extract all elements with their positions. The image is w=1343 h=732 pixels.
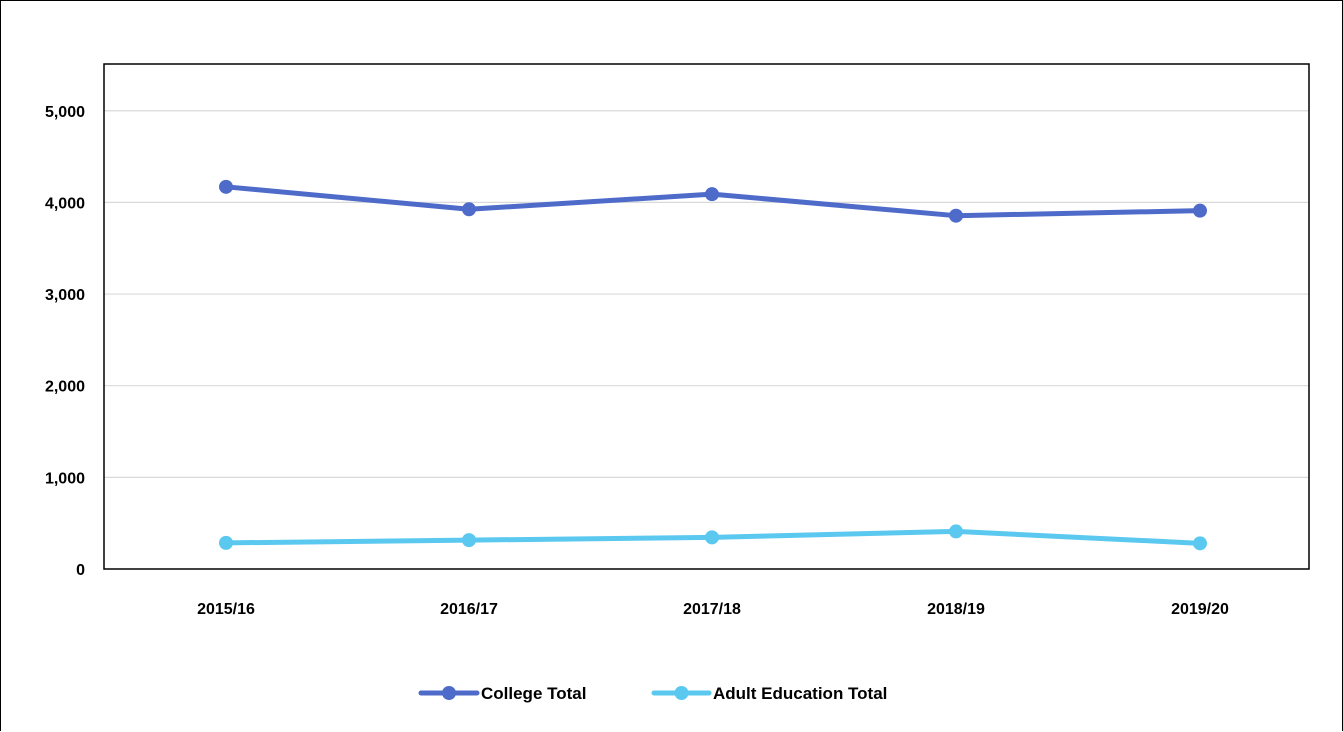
data-point — [1193, 536, 1207, 551]
y-axis-tick-labels: 0 1,000 2,000 3,000 4,000 5,000 — [45, 104, 85, 579]
y-tick-label: 5,000 — [45, 104, 85, 121]
x-tick-label: 2018/19 — [927, 601, 985, 618]
data-point — [462, 533, 476, 548]
plot-area-border — [103, 63, 1310, 570]
legend-label: College Total — [481, 684, 586, 703]
legend-marker — [674, 686, 689, 700]
y-tick-label: 1,000 — [45, 470, 85, 487]
x-tick-label: 2017/18 — [683, 601, 741, 618]
legend-label: Adult Education Total — [713, 684, 887, 703]
data-point — [462, 202, 476, 217]
gridlines — [104, 110, 1309, 478]
data-point — [705, 187, 719, 202]
y-tick-label: 0 — [76, 562, 85, 579]
series-adult-education-total — [219, 524, 1207, 551]
legend-item: College Total — [418, 684, 586, 703]
data-point — [705, 530, 719, 545]
data-point — [1193, 203, 1207, 218]
y-tick-label: 4,000 — [45, 195, 85, 212]
y-tick-label: 3,000 — [45, 287, 85, 304]
x-tick-label: 2019/20 — [1171, 601, 1229, 618]
series-college-total — [219, 179, 1207, 223]
data-point — [219, 535, 233, 550]
data-point — [949, 524, 963, 539]
x-tick-label: 2016/17 — [440, 601, 498, 618]
x-axis-tick-labels: 2015/16 2016/17 2017/18 2018/19 2019/20 — [197, 601, 1229, 618]
data-point — [219, 179, 233, 194]
legend-marker — [442, 686, 456, 700]
x-tick-label: 2015/16 — [197, 601, 255, 618]
data-series — [219, 179, 1207, 551]
legend: College Total Adult Education Total — [418, 684, 887, 703]
data-point — [949, 208, 963, 223]
legend-item: Adult Education Total — [651, 684, 887, 703]
y-tick-label: 2,000 — [45, 379, 85, 396]
